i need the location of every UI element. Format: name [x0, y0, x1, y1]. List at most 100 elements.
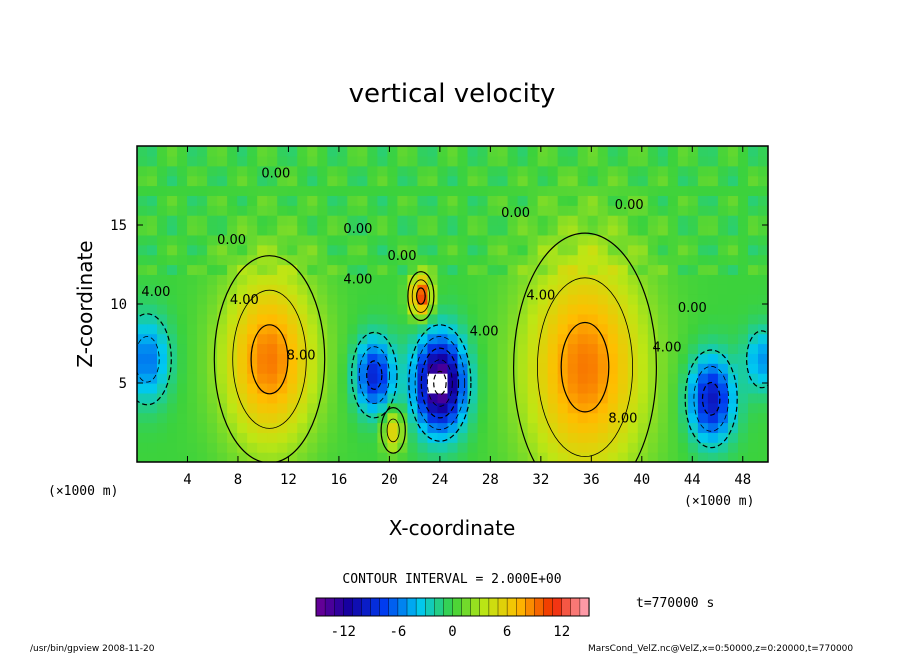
- field-cell: [357, 146, 368, 157]
- field-cell: [547, 155, 559, 167]
- field-cell: [527, 412, 539, 424]
- field-cell: [237, 373, 248, 384]
- field-cell: [147, 343, 158, 354]
- field-cell: [487, 442, 499, 453]
- field-cell: [297, 146, 308, 157]
- field-cell: [647, 432, 659, 443]
- field-cell: [757, 155, 768, 167]
- field-cell: [547, 373, 559, 384]
- field-cell: [587, 422, 599, 433]
- field-cell: [727, 215, 739, 226]
- field-cell: [637, 225, 649, 236]
- field-cell: [397, 373, 409, 384]
- field-cell: [347, 175, 358, 187]
- field-cell: [637, 343, 649, 354]
- field-cell: [277, 254, 288, 266]
- field-cell: [187, 146, 198, 157]
- field-cell: [727, 234, 739, 246]
- field-cell: [207, 363, 218, 374]
- field-cell: [647, 244, 659, 256]
- field-cell: [717, 373, 729, 384]
- colorbar-segment: [461, 597, 472, 617]
- field-cell: [447, 205, 459, 216]
- field-cell: [227, 254, 238, 266]
- field-cell: [287, 175, 298, 187]
- field-cell: [707, 274, 719, 285]
- field-cell: [407, 225, 419, 236]
- field-cell: [597, 244, 609, 256]
- field-cell: [297, 402, 308, 414]
- field-cell: [707, 175, 719, 187]
- field-cell: [337, 294, 348, 305]
- field-cell: [747, 234, 759, 246]
- field-cell: [637, 373, 649, 384]
- field-cell: [667, 412, 679, 424]
- field-cell: [727, 264, 739, 275]
- field-cell: [257, 412, 268, 424]
- field-cell: [297, 244, 308, 256]
- field-cell: [407, 254, 419, 266]
- field-cell: [267, 205, 278, 216]
- field-cell: [727, 274, 739, 285]
- field-cell: [397, 392, 409, 404]
- field-cell: [677, 402, 689, 414]
- field-cell: [717, 244, 729, 256]
- field-cell: [327, 225, 338, 236]
- field-cell: [457, 313, 469, 325]
- field-cell: [757, 333, 768, 345]
- field-cell: [207, 353, 218, 364]
- field-cell: [347, 195, 358, 206]
- field-cell: [237, 294, 248, 305]
- x-unit-left: (×1000 m): [48, 484, 118, 499]
- field-cell: [307, 432, 318, 443]
- field-cell: [297, 264, 308, 275]
- field-cell: [187, 215, 198, 226]
- field-cell: [547, 412, 559, 424]
- field-cell: [727, 412, 739, 424]
- field-cell: [377, 363, 388, 374]
- field-cell: [167, 234, 178, 246]
- field-cell: [507, 244, 519, 256]
- field-cell: [187, 205, 198, 216]
- field-cell: [597, 274, 609, 285]
- field-cell: [687, 146, 699, 157]
- field-cell: [467, 383, 479, 394]
- field-cell: [487, 383, 499, 394]
- field-cell: [277, 363, 288, 374]
- field-cell: [487, 284, 499, 295]
- field-cell: [507, 284, 519, 295]
- x-tick-label: 24: [431, 472, 448, 488]
- field-cell: [617, 363, 629, 374]
- field-cell: [717, 432, 729, 443]
- field-cell: [667, 254, 679, 266]
- field-cell: [247, 452, 258, 462]
- field-cell: [647, 373, 659, 384]
- field-cell: [377, 442, 388, 453]
- field-cell: [427, 304, 439, 315]
- field-cell: [157, 323, 168, 335]
- field-cell: [287, 333, 298, 345]
- field-cell: [407, 383, 419, 394]
- field-cell: [417, 274, 429, 285]
- field-cell: [387, 373, 399, 384]
- field-cell: [717, 264, 729, 275]
- field-cell: [717, 294, 729, 305]
- field-cell: [167, 155, 178, 167]
- field-cell: [397, 225, 409, 236]
- field-cell: [257, 304, 268, 315]
- field-cell: [747, 294, 759, 305]
- field-cell: [637, 304, 649, 315]
- field-cell: [607, 323, 619, 335]
- colorbar-segment: [543, 597, 554, 617]
- field-cell: [287, 422, 298, 433]
- field-cell: [617, 432, 629, 443]
- footer-right: MarsCond_VelZ.nc@VelZ,x=0:50000,z=0:2000…: [588, 644, 853, 654]
- field-cell: [367, 333, 378, 345]
- field-cell: [537, 254, 549, 266]
- field-cell: [497, 392, 509, 404]
- field-cell: [427, 353, 439, 364]
- contour-line: [513, 232, 657, 462]
- field-cell: [337, 274, 348, 285]
- field-cell: [307, 323, 318, 335]
- field-cell: [267, 363, 278, 374]
